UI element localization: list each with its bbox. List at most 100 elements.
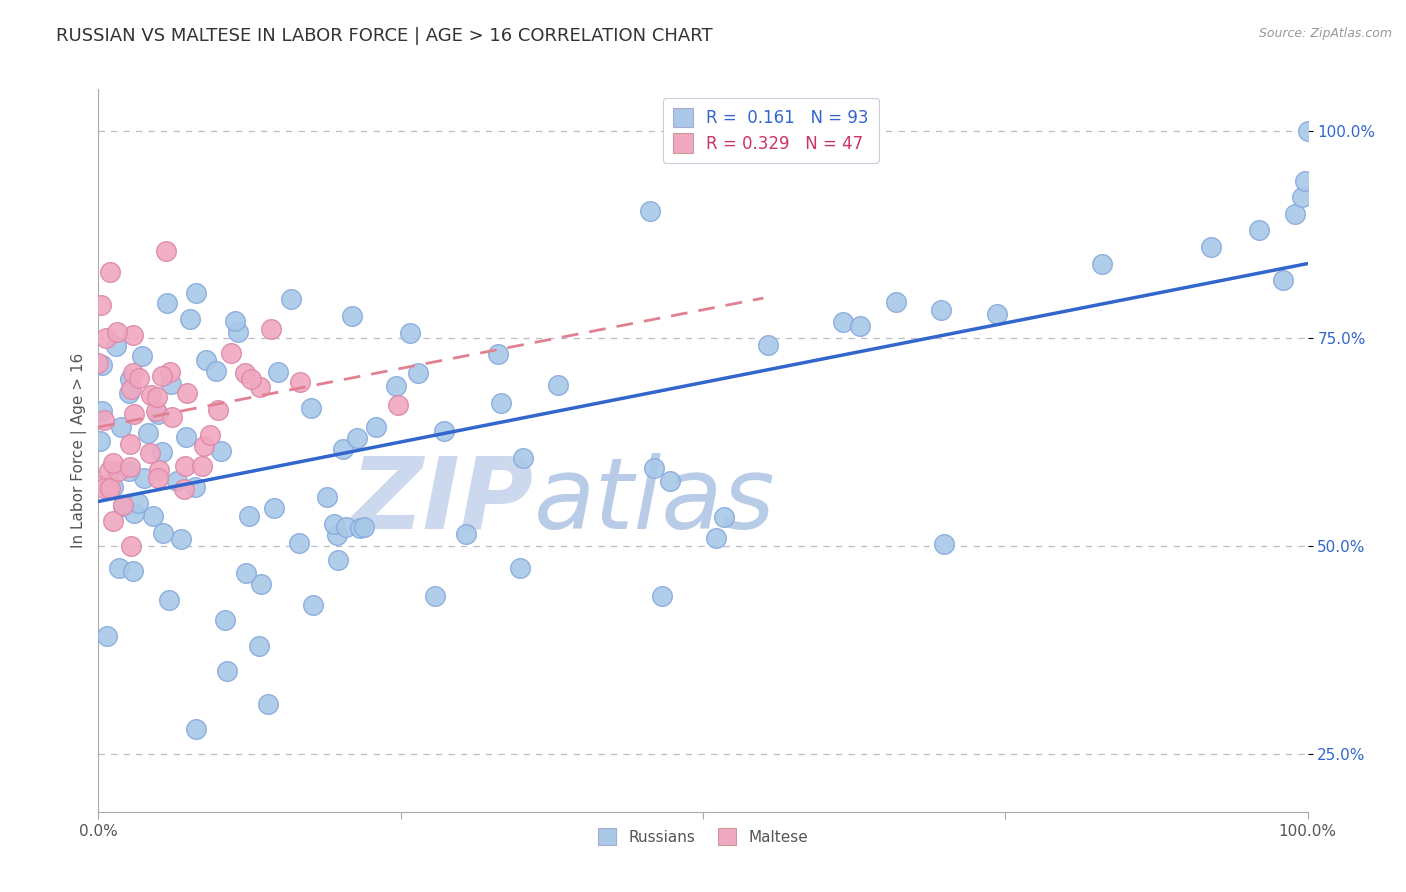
Point <box>1284 207 1306 221</box>
Point <box>193 439 215 453</box>
Point <box>87 356 110 370</box>
Point <box>122 506 145 520</box>
Point <box>121 539 143 553</box>
Point <box>139 387 162 401</box>
Point <box>159 365 181 379</box>
Point <box>176 430 198 444</box>
Point <box>353 520 375 534</box>
Point <box>128 371 150 385</box>
Point <box>406 367 429 381</box>
Point <box>112 499 135 513</box>
Point <box>287 536 309 550</box>
Point <box>233 366 256 380</box>
Point <box>127 496 149 510</box>
Point <box>103 514 125 528</box>
Point <box>101 456 124 470</box>
Point <box>929 303 952 318</box>
Point <box>173 458 195 473</box>
Point <box>131 350 153 364</box>
Point <box>340 309 363 323</box>
Point <box>91 358 114 372</box>
Point <box>547 378 569 392</box>
Point <box>156 296 179 310</box>
Point <box>179 312 201 326</box>
Legend: Russians, Maltese: Russians, Maltese <box>589 819 817 855</box>
Point <box>195 352 218 367</box>
Point <box>884 294 907 309</box>
Point <box>986 307 1008 321</box>
Point <box>643 461 665 475</box>
Point <box>848 319 870 334</box>
Point <box>152 525 174 540</box>
Point <box>155 244 177 259</box>
Point <box>134 471 156 485</box>
Point <box>1249 223 1271 237</box>
Point <box>1199 240 1222 254</box>
Point <box>486 347 509 361</box>
Point <box>121 328 143 343</box>
Point <box>226 325 249 339</box>
Point <box>512 451 534 466</box>
Point <box>209 444 232 458</box>
Point <box>385 378 408 392</box>
Point <box>120 383 142 397</box>
Point <box>214 613 236 627</box>
Point <box>1272 273 1295 287</box>
Point <box>706 531 728 545</box>
Point <box>1296 124 1319 138</box>
Point <box>247 639 270 653</box>
Point <box>120 459 142 474</box>
Point <box>328 553 350 567</box>
Point <box>1291 190 1313 204</box>
Y-axis label: In Labor Force | Age > 16: In Labor Force | Age > 16 <box>72 353 87 548</box>
Point <box>322 517 344 532</box>
Point <box>105 326 128 340</box>
Point <box>302 598 325 612</box>
Point <box>98 481 121 495</box>
Point <box>756 338 779 352</box>
Point <box>1091 257 1114 271</box>
Point <box>90 298 112 312</box>
Point <box>139 446 162 460</box>
Point <box>97 480 120 494</box>
Point <box>150 444 173 458</box>
Point <box>280 292 302 306</box>
Point <box>122 367 145 381</box>
Point <box>658 474 681 488</box>
Point <box>89 434 111 448</box>
Point <box>207 402 229 417</box>
Point <box>831 315 853 329</box>
Point <box>122 564 145 578</box>
Point <box>91 478 114 492</box>
Point <box>173 482 195 496</box>
Point <box>176 385 198 400</box>
Point <box>124 407 146 421</box>
Point <box>150 368 173 383</box>
Point <box>934 536 956 550</box>
Point <box>96 630 118 644</box>
Point <box>93 413 115 427</box>
Point <box>146 470 169 484</box>
Point <box>257 697 280 711</box>
Point <box>148 463 170 477</box>
Point <box>118 464 141 478</box>
Point <box>93 481 115 495</box>
Point <box>239 372 262 386</box>
Point <box>118 386 141 401</box>
Point <box>198 427 221 442</box>
Point <box>263 501 285 516</box>
Point <box>112 500 135 514</box>
Point <box>249 576 271 591</box>
Point <box>249 380 271 394</box>
Point <box>183 480 205 494</box>
Point <box>713 510 735 524</box>
Point <box>335 520 357 534</box>
Point <box>509 561 531 575</box>
Point <box>398 326 420 340</box>
Point <box>98 265 121 279</box>
Point <box>366 420 388 434</box>
Point <box>157 593 180 607</box>
Point <box>160 376 183 391</box>
Point <box>162 409 184 424</box>
Point <box>120 372 142 386</box>
